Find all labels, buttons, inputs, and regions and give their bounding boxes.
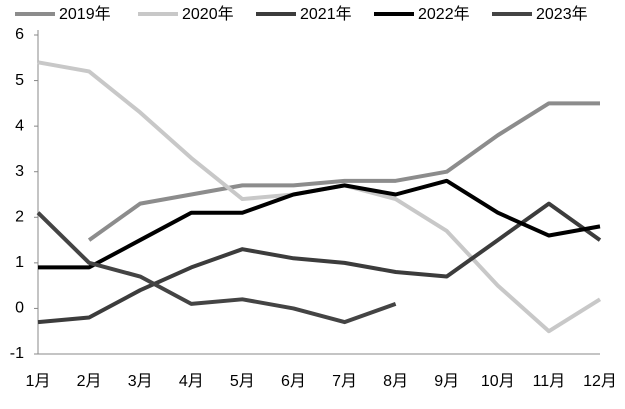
- y-tick-label: -1: [10, 345, 24, 362]
- y-tick-label: 1: [15, 254, 24, 271]
- y-tick-label: 2: [15, 209, 24, 226]
- y-tick-label: 3: [15, 163, 24, 180]
- y-tick-label: 6: [15, 26, 24, 43]
- x-tick-label: 12月: [583, 373, 617, 390]
- legend-label: 2020年: [182, 5, 234, 23]
- x-tick-label: 1月: [26, 373, 51, 390]
- x-tick-label: 3月: [128, 373, 153, 390]
- x-tick-label: 8月: [383, 373, 408, 390]
- x-tick-label: 4月: [179, 373, 204, 390]
- x-tick-label: 9月: [434, 373, 459, 390]
- legend-label: 2022年: [418, 5, 470, 23]
- series-line: [37, 60, 602, 334]
- series-line: [38, 178, 601, 270]
- y-tick-label: 4: [15, 117, 24, 134]
- series-line: [36, 211, 397, 325]
- x-tick-label: 6月: [281, 373, 306, 390]
- y-tick-label: 5: [15, 72, 24, 89]
- series-line: [37, 201, 602, 325]
- x-tick-label: 5月: [230, 373, 255, 390]
- legend-label: 2019年: [59, 5, 111, 23]
- x-tick-label: 7月: [332, 373, 357, 390]
- x-tick-label: 10月: [481, 373, 515, 390]
- legend-label: 2023年: [536, 5, 588, 23]
- series-line: [87, 101, 600, 242]
- x-tick-label: 2月: [77, 373, 102, 390]
- y-tick-label: 0: [15, 300, 24, 317]
- x-tick-label: 11月: [533, 373, 566, 390]
- legend-label: 2021年: [300, 5, 352, 23]
